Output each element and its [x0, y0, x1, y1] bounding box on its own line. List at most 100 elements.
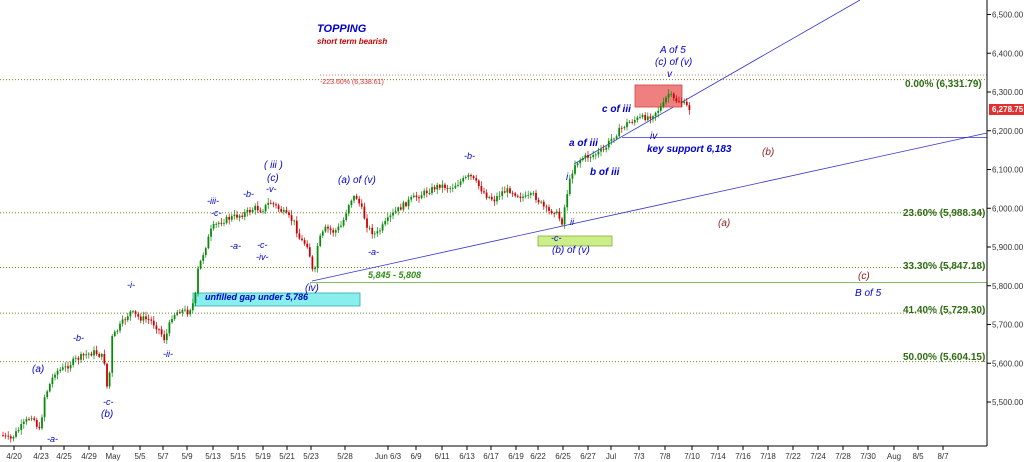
candle-body: [38, 426, 41, 429]
x-tick-label: 7/22: [785, 452, 801, 461]
candle-body: [441, 184, 444, 188]
candle-body: [623, 127, 626, 129]
last-price-label: 6,278.75: [992, 105, 1024, 114]
fib-lines: [0, 74, 987, 363]
candle-body: [103, 354, 106, 364]
candle-body: [22, 421, 25, 425]
candle-body: [425, 190, 428, 194]
x-tick-label: 8/5: [912, 452, 924, 461]
x-tick-label: Aug: [887, 452, 901, 461]
candle-body: [288, 212, 290, 216]
candle-body: [363, 206, 366, 219]
candle-body: [327, 226, 329, 229]
candle-body: [477, 180, 480, 187]
wave-a-mid: -a-: [230, 241, 241, 251]
candle-body: [592, 154, 595, 157]
x-tick-label: 7/30: [860, 452, 876, 461]
candle-body: [308, 247, 311, 257]
candle-body: [20, 424, 23, 431]
y-tick-label: 6,100.00: [992, 166, 1024, 175]
candle-body: [561, 218, 563, 225]
candle-body: [108, 372, 111, 387]
wave-b-paren: (b): [101, 409, 113, 420]
candle-body: [306, 243, 309, 248]
wave-i: i: [566, 172, 569, 183]
candle-body: [459, 181, 462, 185]
candle-body: [672, 93, 675, 99]
candle-body: [199, 260, 202, 269]
candle-body: [527, 194, 530, 196]
candle-body: [558, 211, 561, 219]
candle-body: [594, 154, 597, 156]
candle-body: [334, 230, 337, 233]
candle-body: [555, 211, 558, 214]
candle-body: [139, 316, 142, 321]
candle-body: [293, 220, 296, 222]
candle-body: [402, 202, 405, 210]
candle-body: [243, 212, 246, 217]
candle-body: [433, 187, 436, 190]
candle-body: [295, 220, 298, 234]
candle-body: [267, 202, 270, 205]
x-tick-label: 6/22: [530, 452, 546, 461]
candle-body: [30, 418, 33, 420]
candle-body: [566, 194, 569, 208]
b-of-v-box: [537, 235, 613, 247]
candle-body: [633, 120, 636, 123]
candle-body: [509, 188, 511, 193]
candle-body: [48, 383, 51, 392]
candle-body: [454, 185, 457, 188]
candle-body: [602, 149, 605, 150]
wave-a-low: -a-: [47, 434, 58, 444]
candle-body: [90, 353, 93, 356]
candle-body: [386, 217, 389, 222]
candle-body: [649, 116, 652, 119]
candle-body: [394, 211, 397, 213]
candle-body: [480, 186, 483, 192]
candle-body: [337, 226, 340, 231]
candle-body: [155, 325, 158, 330]
candle-body: [529, 193, 532, 195]
candle-body: [415, 195, 418, 198]
candle-body: [298, 233, 301, 239]
candle-body: [407, 199, 410, 207]
candle-body: [610, 138, 613, 141]
wave-i-minor: -i-: [127, 280, 135, 290]
candle-body: [116, 330, 119, 332]
candle-body: [576, 163, 579, 166]
candle-body: [641, 115, 644, 118]
candle-body: [82, 354, 85, 356]
candle-body: [675, 98, 678, 102]
wave-c-low: -c-: [103, 397, 114, 407]
wave-b-june: -b-: [464, 151, 475, 161]
y-tick-label: 5,800.00: [992, 282, 1024, 291]
candle-body: [438, 184, 441, 188]
candle-body: [256, 205, 259, 211]
candle-body: [152, 320, 155, 326]
candle-body: [665, 97, 667, 103]
wave-c-june: -c-: [551, 233, 562, 243]
candle-body: [46, 391, 49, 398]
fib-label-23: 23.60% (5,988.34): [903, 208, 985, 219]
x-tick-label: 5/9: [181, 452, 193, 461]
key-support-label: key support 6,183: [647, 144, 732, 155]
candle-body: [475, 178, 478, 181]
candle-body: [548, 207, 550, 211]
candle-body: [462, 177, 465, 182]
candle-body: [254, 205, 257, 211]
upper-trendline: [573, 0, 861, 165]
candle-body: [163, 334, 166, 341]
candle-body: [15, 431, 17, 437]
candle-body: [238, 215, 241, 218]
candle-body: [589, 156, 592, 158]
candle-body: [366, 218, 368, 228]
x-tick-label: 6/27: [580, 452, 596, 461]
wave-iv-paren: (iv): [305, 283, 319, 294]
x-tick-label: 6/17: [483, 452, 499, 461]
x-tick-label: 6/25: [555, 452, 571, 461]
candle-body: [7, 435, 10, 437]
candle-body: [67, 366, 69, 369]
candle-body: [457, 184, 459, 186]
candle-body: [272, 203, 275, 205]
candle-body: [444, 184, 446, 189]
